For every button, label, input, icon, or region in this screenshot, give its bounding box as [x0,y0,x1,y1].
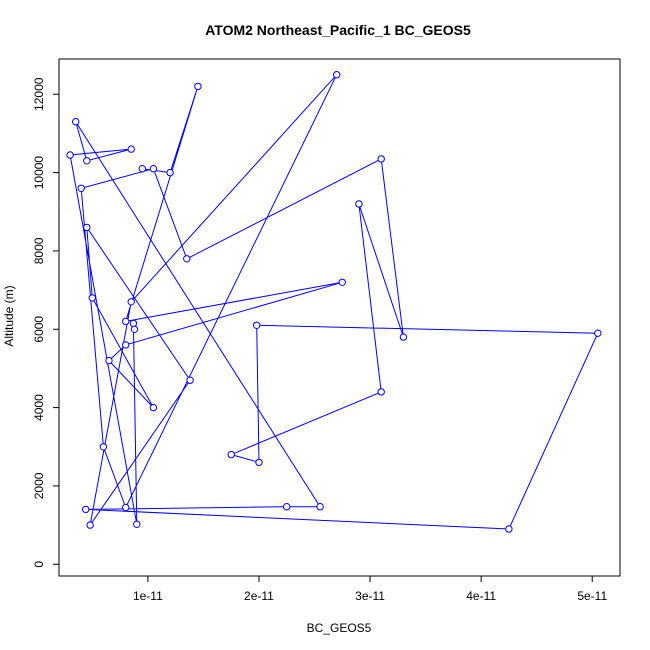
data-point [130,325,139,333]
data-point [186,376,194,384]
data-point [72,118,80,126]
chart-title: ATOM2 Northeast_Pacific_1 BC_GEOS5 [205,22,471,38]
data-point [66,151,74,159]
data-point [129,319,138,328]
data-point [149,403,158,412]
y-axis-label: Altitude (m) [2,285,16,346]
data-points [66,71,602,533]
data-point [86,521,94,529]
data-point [283,503,291,511]
data-point [505,525,513,533]
data-point [166,168,174,177]
data-point [83,223,91,232]
data-point [338,278,346,286]
data-point [105,356,113,365]
x-axis-label: BC_GEOS5 [307,621,372,635]
series-line [69,74,599,530]
y-tick-label: 2000 [32,472,46,499]
data-point [183,255,191,263]
plot-frame [58,58,621,577]
data-point [88,294,97,302]
data-point [122,503,130,512]
data-point [149,165,158,173]
data-point [82,505,90,514]
x-tick-label: 3e-11 [355,589,385,603]
data-point [355,200,363,208]
data-point [377,155,385,163]
data-point [194,82,202,91]
y-tick-label: 8000 [32,237,46,264]
data-point [253,321,261,329]
data-point [227,450,235,459]
data-point [377,388,385,396]
data-point [127,298,135,306]
data-point [77,184,85,193]
y-tick-label: 10000 [32,156,46,190]
data-point [127,145,135,153]
data-point [399,333,408,341]
data-point [122,317,130,326]
y-tick-label: 0 [32,561,46,568]
y-tick-label: 6000 [32,316,46,343]
y-tick-label: 4000 [32,394,46,421]
x-tick-label: 2e-11 [244,589,274,603]
data-point [99,443,108,451]
data-point [594,329,602,337]
x-axis: 1e-11 2e-11 3e-11 4e-11 5e-11 [133,576,607,603]
x-tick-label: 1e-11 [133,589,163,603]
data-point [133,520,141,528]
x-tick-label: 5e-11 [577,589,607,603]
data-point [83,157,91,165]
data-point [255,458,263,467]
data-point [316,503,324,511]
data-point [122,341,130,349]
y-axis: 0 2000 4000 6000 8000 10000 12000 [32,77,59,568]
data-point [138,165,147,173]
y-tick-label: 12000 [32,77,46,111]
x-tick-label: 4e-11 [466,589,496,603]
data-point [333,71,341,79]
